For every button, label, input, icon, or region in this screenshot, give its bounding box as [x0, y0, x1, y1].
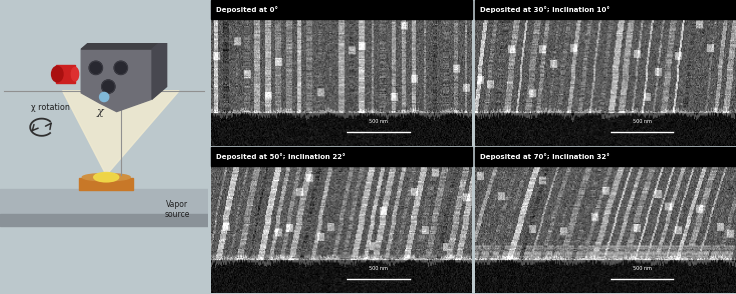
Bar	[79, 178, 133, 190]
Polygon shape	[0, 189, 208, 214]
Circle shape	[102, 80, 115, 93]
Bar	[475, 147, 736, 166]
Bar	[56, 65, 75, 83]
Text: 500 nm: 500 nm	[633, 266, 651, 271]
Text: Deposited at 50°; Inclination 22°: Deposited at 50°; Inclination 22°	[216, 153, 346, 160]
Bar	[211, 0, 473, 19]
Circle shape	[114, 61, 127, 74]
Ellipse shape	[82, 173, 130, 181]
Text: 500 nm: 500 nm	[633, 119, 651, 124]
Text: 500 nm: 500 nm	[369, 266, 388, 271]
Text: χ: χ	[97, 107, 104, 117]
Ellipse shape	[52, 66, 63, 82]
Polygon shape	[81, 49, 152, 112]
Polygon shape	[63, 91, 179, 175]
Text: Deposited at 0°: Deposited at 0°	[216, 6, 278, 13]
Ellipse shape	[93, 173, 118, 182]
Text: Deposited at 70°; Inclination 32°: Deposited at 70°; Inclination 32°	[481, 153, 610, 160]
Polygon shape	[81, 37, 166, 49]
Bar	[475, 0, 736, 19]
Text: 500 nm: 500 nm	[369, 119, 388, 124]
Circle shape	[89, 61, 102, 74]
Text: Deposited at 30°; Inclination 10°: Deposited at 30°; Inclination 10°	[481, 6, 610, 13]
Polygon shape	[152, 37, 166, 99]
Bar	[211, 147, 473, 166]
Ellipse shape	[71, 67, 79, 81]
Text: Vapor
source: Vapor source	[164, 200, 190, 219]
Polygon shape	[0, 214, 208, 226]
Circle shape	[99, 92, 109, 102]
Text: χ rotation: χ rotation	[31, 103, 70, 111]
